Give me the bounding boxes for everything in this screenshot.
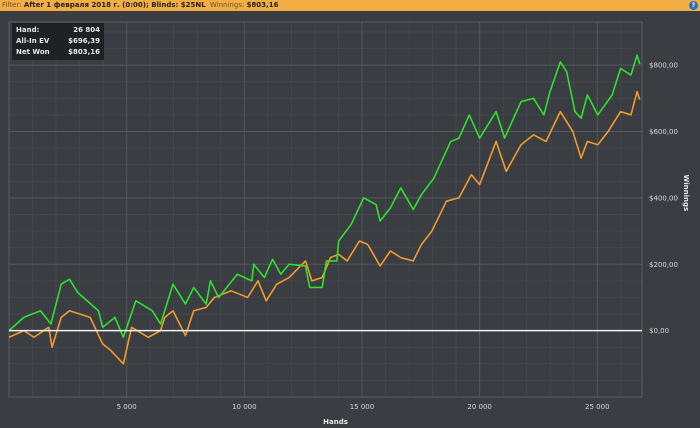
filter-label: Filter: <box>2 1 22 9</box>
x-tick-label: 15 000 <box>350 403 375 411</box>
filter-value: After 1 февраля 2018 г. (0:00); Blinds: … <box>23 1 206 9</box>
winnings-label: Winnings: <box>209 1 245 9</box>
x-tick-label: 10 000 <box>232 403 257 411</box>
question-icon[interactable]: ? <box>689 1 698 10</box>
filter-bar: Filter: After 1 февраля 2018 г. (0:00); … <box>0 0 700 11</box>
y-tick-label: $600,00 <box>649 128 678 136</box>
x-tick-label: 5 000 <box>117 403 137 411</box>
x-tick-label: 25 000 <box>585 403 610 411</box>
y-tick-label: $0,00 <box>649 327 669 335</box>
plot-frame <box>8 21 643 398</box>
y-axis-label: Winnings <box>682 175 690 212</box>
legend-value: $803,16 <box>68 48 100 56</box>
series-line-net-won <box>8 54 641 339</box>
legend-row-ev: All-In EV $696,39 <box>12 36 104 47</box>
legend-value: 26 804 <box>73 26 100 34</box>
winnings-value: $803,16 <box>246 1 279 9</box>
x-tick-label: 20 000 <box>467 403 492 411</box>
x-axis-label: Hands <box>323 418 348 426</box>
y-tick-label: $800,00 <box>649 62 678 70</box>
y-tick-label: $400,00 <box>649 194 678 202</box>
legend-row-hand: Hand: 26 804 <box>12 25 104 36</box>
legend-row-net: Net Won $803,16 <box>12 47 104 58</box>
legend-label: Net Won <box>16 48 50 56</box>
y-tick-label: $200,00 <box>649 261 678 269</box>
series-line-all-in-ev <box>8 90 641 365</box>
legend-label: All-In EV <box>16 37 50 45</box>
hover-legend: Hand: 26 804 All-In EV $696,39 Net Won $803… <box>12 23 104 60</box>
legend-value: $696,39 <box>68 37 100 45</box>
legend-label: Hand: <box>16 26 40 34</box>
winnings-chart: 5 000 10 000 15 000 20 000 25 000 $0,00 $200,0… <box>8 21 690 426</box>
